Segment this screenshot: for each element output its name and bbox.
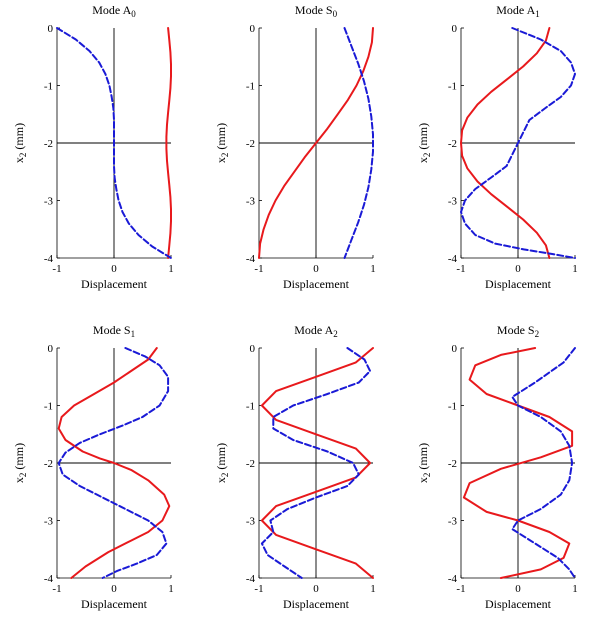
dashed-series-line (56, 27, 172, 259)
x-tick-label: -1 (254, 583, 263, 595)
y-tick-label: -2 (44, 458, 53, 470)
x-tick-label: -1 (52, 263, 61, 275)
y-tick-label: -4 (246, 573, 256, 585)
x-axis-label: Displacement (283, 277, 350, 291)
y-tick-label: -3 (44, 516, 54, 528)
y-tick-label: 0 (48, 23, 54, 35)
subplot-title: Mode A2 (294, 323, 338, 339)
y-tick-label: -1 (246, 81, 255, 93)
x-tick-label: 1 (168, 583, 174, 595)
x-tick-label: 1 (168, 263, 174, 275)
y-tick-label: -1 (448, 81, 457, 93)
y-tick-label: -4 (44, 573, 54, 585)
x-tick-label: 1 (370, 583, 376, 595)
y-tick-label: -4 (448, 573, 458, 585)
y-tick-label: 0 (452, 343, 458, 355)
dashed-series-line (57, 347, 170, 579)
subplot-title: Mode S2 (497, 323, 539, 339)
solid-series-line (57, 347, 171, 579)
subplot-title: Mode A0 (92, 3, 136, 19)
x-tick-label: -1 (254, 263, 263, 275)
solid-series-line (260, 347, 374, 579)
y-axis-label: x2 (mm) (214, 443, 230, 483)
dashed-series-line (260, 347, 372, 579)
y-tick-label: -2 (448, 138, 457, 150)
x-axis-label: Displacement (283, 597, 350, 611)
x-axis-label: Displacement (485, 597, 552, 611)
x-tick-label: -1 (456, 263, 465, 275)
y-tick-label: -3 (246, 516, 256, 528)
dashed-series-line (343, 27, 374, 259)
y-tick-label: -3 (448, 516, 458, 528)
y-axis-label: x2 (mm) (416, 443, 432, 483)
x-tick-label: 1 (572, 263, 578, 275)
y-tick-label: -2 (448, 458, 457, 470)
x-tick-label: 0 (111, 263, 117, 275)
y-tick-label: -3 (246, 196, 256, 208)
y-tick-label: -2 (246, 458, 255, 470)
y-axis-label: x2 (mm) (12, 443, 28, 483)
x-axis-label: Displacement (81, 597, 148, 611)
y-tick-label: -4 (448, 253, 458, 265)
y-tick-label: -4 (246, 253, 256, 265)
dashed-series-line (460, 27, 576, 259)
x-tick-label: 0 (515, 263, 521, 275)
subplot-title: Mode S0 (295, 3, 338, 19)
dashed-series-line (511, 347, 576, 579)
y-tick-label: -4 (44, 253, 54, 265)
x-tick-label: 0 (313, 583, 319, 595)
subplot-title: Mode S1 (93, 323, 135, 339)
x-tick-label: 0 (111, 583, 117, 595)
y-tick-label: -1 (44, 401, 53, 413)
x-axis-label: Displacement (81, 277, 148, 291)
y-tick-label: -1 (448, 401, 457, 413)
y-tick-label: -2 (44, 138, 53, 150)
solid-series-line (258, 27, 374, 259)
x-tick-label: 1 (370, 263, 376, 275)
y-tick-label: -1 (246, 401, 255, 413)
solid-series-line (462, 347, 574, 579)
x-tick-label: 0 (515, 583, 521, 595)
y-tick-label: -2 (246, 138, 255, 150)
y-tick-label: 0 (452, 23, 458, 35)
x-tick-label: 0 (313, 263, 319, 275)
x-tick-label: -1 (456, 583, 465, 595)
x-tick-label: 1 (572, 583, 578, 595)
y-tick-label: -3 (448, 196, 458, 208)
solid-series-line (460, 27, 551, 259)
subplot-title: Mode A1 (496, 3, 540, 19)
y-tick-label: -3 (44, 196, 54, 208)
y-axis-label: x2 (mm) (416, 123, 432, 163)
y-axis-label: x2 (mm) (214, 123, 230, 163)
y-tick-label: -1 (44, 81, 53, 93)
y-tick-label: 0 (250, 343, 256, 355)
x-axis-label: Displacement (485, 277, 552, 291)
y-axis-label: x2 (mm) (12, 123, 28, 163)
x-tick-label: -1 (52, 583, 61, 595)
y-tick-label: 0 (250, 23, 256, 35)
solid-series-line (165, 27, 172, 259)
y-tick-label: 0 (48, 343, 54, 355)
